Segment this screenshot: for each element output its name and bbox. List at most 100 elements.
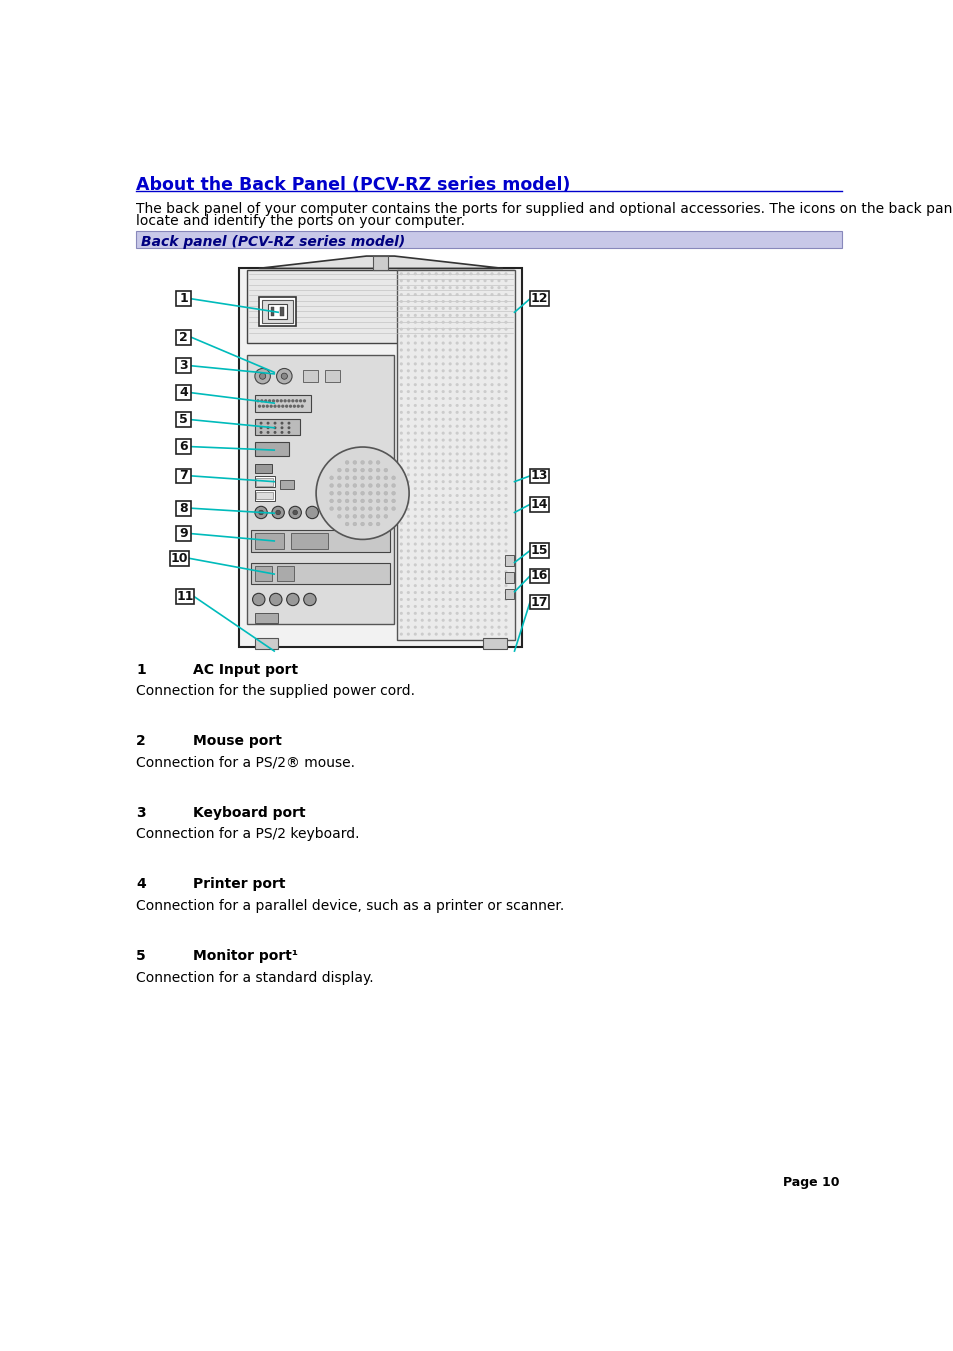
Circle shape	[420, 439, 423, 442]
Circle shape	[462, 632, 465, 635]
Circle shape	[448, 307, 451, 309]
Bar	[175, 589, 194, 604]
Circle shape	[407, 432, 409, 435]
Circle shape	[399, 632, 402, 635]
Circle shape	[490, 536, 493, 539]
Circle shape	[490, 280, 493, 282]
Circle shape	[420, 384, 423, 386]
Circle shape	[469, 335, 472, 338]
Circle shape	[490, 286, 493, 289]
Circle shape	[420, 557, 423, 559]
Circle shape	[435, 481, 437, 484]
Circle shape	[285, 405, 287, 407]
Circle shape	[448, 598, 451, 601]
Circle shape	[462, 488, 465, 490]
Circle shape	[330, 484, 334, 488]
Circle shape	[399, 550, 402, 553]
Bar	[254, 638, 278, 648]
Circle shape	[504, 466, 507, 469]
Circle shape	[427, 543, 430, 546]
Bar	[303, 370, 318, 382]
Circle shape	[427, 342, 430, 345]
Circle shape	[476, 273, 479, 276]
Text: 6: 6	[179, 440, 188, 453]
Circle shape	[441, 355, 444, 358]
Circle shape	[375, 492, 379, 496]
Circle shape	[476, 377, 479, 380]
Circle shape	[435, 362, 437, 365]
Circle shape	[504, 598, 507, 601]
Circle shape	[427, 349, 430, 351]
Circle shape	[483, 488, 486, 490]
Circle shape	[414, 626, 416, 628]
Circle shape	[483, 543, 486, 546]
Circle shape	[435, 300, 437, 303]
Circle shape	[483, 313, 486, 316]
Circle shape	[414, 632, 416, 635]
Circle shape	[427, 521, 430, 524]
Circle shape	[407, 592, 409, 594]
Circle shape	[420, 605, 423, 608]
Circle shape	[399, 488, 402, 490]
Circle shape	[414, 286, 416, 289]
Circle shape	[399, 417, 402, 420]
Circle shape	[462, 362, 465, 365]
Circle shape	[414, 300, 416, 303]
Circle shape	[407, 377, 409, 380]
Circle shape	[476, 550, 479, 553]
Circle shape	[504, 417, 507, 420]
Circle shape	[353, 521, 356, 526]
Circle shape	[462, 528, 465, 531]
Circle shape	[476, 598, 479, 601]
Circle shape	[462, 384, 465, 386]
Circle shape	[490, 592, 493, 594]
Circle shape	[435, 550, 437, 553]
Circle shape	[448, 626, 451, 628]
Circle shape	[441, 459, 444, 462]
Circle shape	[427, 307, 430, 309]
Circle shape	[399, 466, 402, 469]
Circle shape	[469, 501, 472, 504]
Circle shape	[407, 481, 409, 484]
Circle shape	[469, 577, 472, 580]
Circle shape	[490, 377, 493, 380]
Circle shape	[504, 557, 507, 559]
Circle shape	[483, 349, 486, 351]
Circle shape	[435, 577, 437, 580]
Circle shape	[407, 335, 409, 338]
Circle shape	[427, 355, 430, 358]
Circle shape	[462, 349, 465, 351]
Circle shape	[345, 515, 349, 519]
Circle shape	[414, 584, 416, 586]
Circle shape	[441, 632, 444, 635]
Circle shape	[504, 397, 507, 400]
Circle shape	[407, 453, 409, 455]
Circle shape	[469, 473, 472, 476]
Circle shape	[399, 619, 402, 621]
Circle shape	[462, 605, 465, 608]
Text: 13: 13	[530, 469, 547, 482]
Text: AC Input port: AC Input port	[193, 662, 297, 677]
Circle shape	[281, 423, 282, 424]
Circle shape	[497, 384, 500, 386]
Circle shape	[483, 293, 486, 296]
Circle shape	[448, 342, 451, 345]
Circle shape	[399, 307, 402, 309]
Circle shape	[448, 501, 451, 504]
Circle shape	[456, 411, 458, 413]
Circle shape	[435, 515, 437, 517]
Circle shape	[427, 369, 430, 372]
Bar	[254, 394, 311, 412]
Circle shape	[337, 484, 341, 488]
Circle shape	[441, 349, 444, 351]
Circle shape	[497, 322, 500, 324]
Circle shape	[399, 390, 402, 393]
Circle shape	[368, 461, 372, 465]
Circle shape	[407, 349, 409, 351]
Circle shape	[456, 501, 458, 504]
Circle shape	[427, 481, 430, 484]
Circle shape	[353, 507, 356, 511]
Circle shape	[483, 424, 486, 428]
Circle shape	[407, 397, 409, 400]
Circle shape	[427, 528, 430, 531]
